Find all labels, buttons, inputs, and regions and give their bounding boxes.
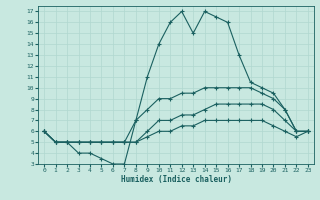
X-axis label: Humidex (Indice chaleur): Humidex (Indice chaleur)	[121, 175, 231, 184]
